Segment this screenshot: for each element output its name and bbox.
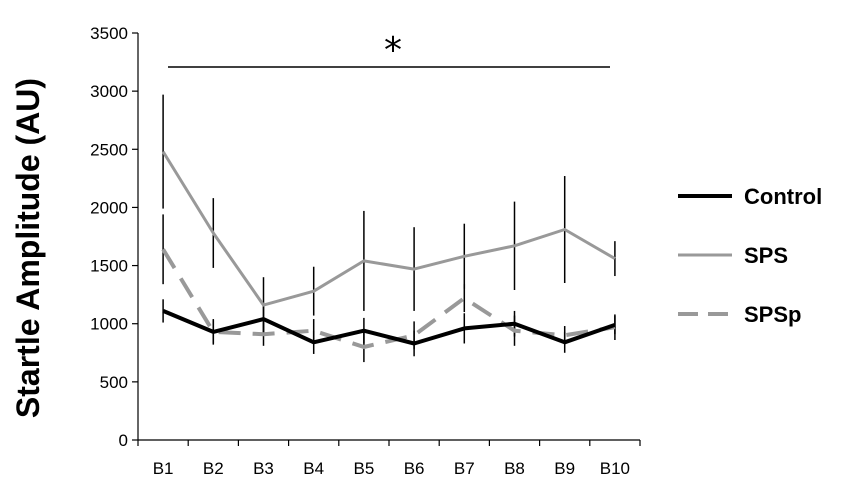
series-lines (161, 150, 616, 349)
x-tick-labels: B1 B2 B3 B4 B5 B6 B7 B8 B9 B10 (153, 459, 630, 478)
legend-label-sps: SPS (744, 243, 788, 268)
legend-label-spsp: SPSp (744, 302, 801, 327)
y-axis-label: Startle Amplitude (AU) (10, 78, 46, 418)
x-tick-label: B10 (600, 459, 630, 478)
y-tick-label: 2500 (90, 140, 128, 159)
y-tick-label: 0 (119, 431, 128, 450)
y-tick-label: 3500 (90, 24, 128, 43)
x-tick-label: B8 (504, 459, 525, 478)
x-tick-label: B1 (153, 459, 174, 478)
axes (132, 32, 641, 446)
legend-label-control: Control (744, 184, 822, 209)
x-tick-label: B3 (253, 459, 274, 478)
x-tick-label: B9 (554, 459, 575, 478)
y-tick-label: 500 (100, 373, 128, 392)
series-line-control (162, 309, 616, 346)
y-tick-label: 1000 (90, 315, 128, 334)
error-bars (162, 94, 616, 363)
y-tick-label: 1500 (90, 257, 128, 276)
x-tick-label: B5 (354, 459, 375, 478)
x-tick-label: B2 (203, 459, 224, 478)
legend: Control SPS SPSp (678, 184, 822, 327)
series-line-sps (161, 150, 616, 307)
y-tick-label: 2000 (90, 198, 128, 217)
y-tick-labels: 0 500 1000 1500 2000 2500 3000 3500 (90, 24, 128, 450)
x-tick-label: B6 (404, 459, 425, 478)
y-tick-label: 3000 (90, 82, 128, 101)
x-tick-label: B7 (454, 459, 475, 478)
significance-marker: * (384, 30, 402, 71)
x-tick-label: B4 (303, 459, 324, 478)
